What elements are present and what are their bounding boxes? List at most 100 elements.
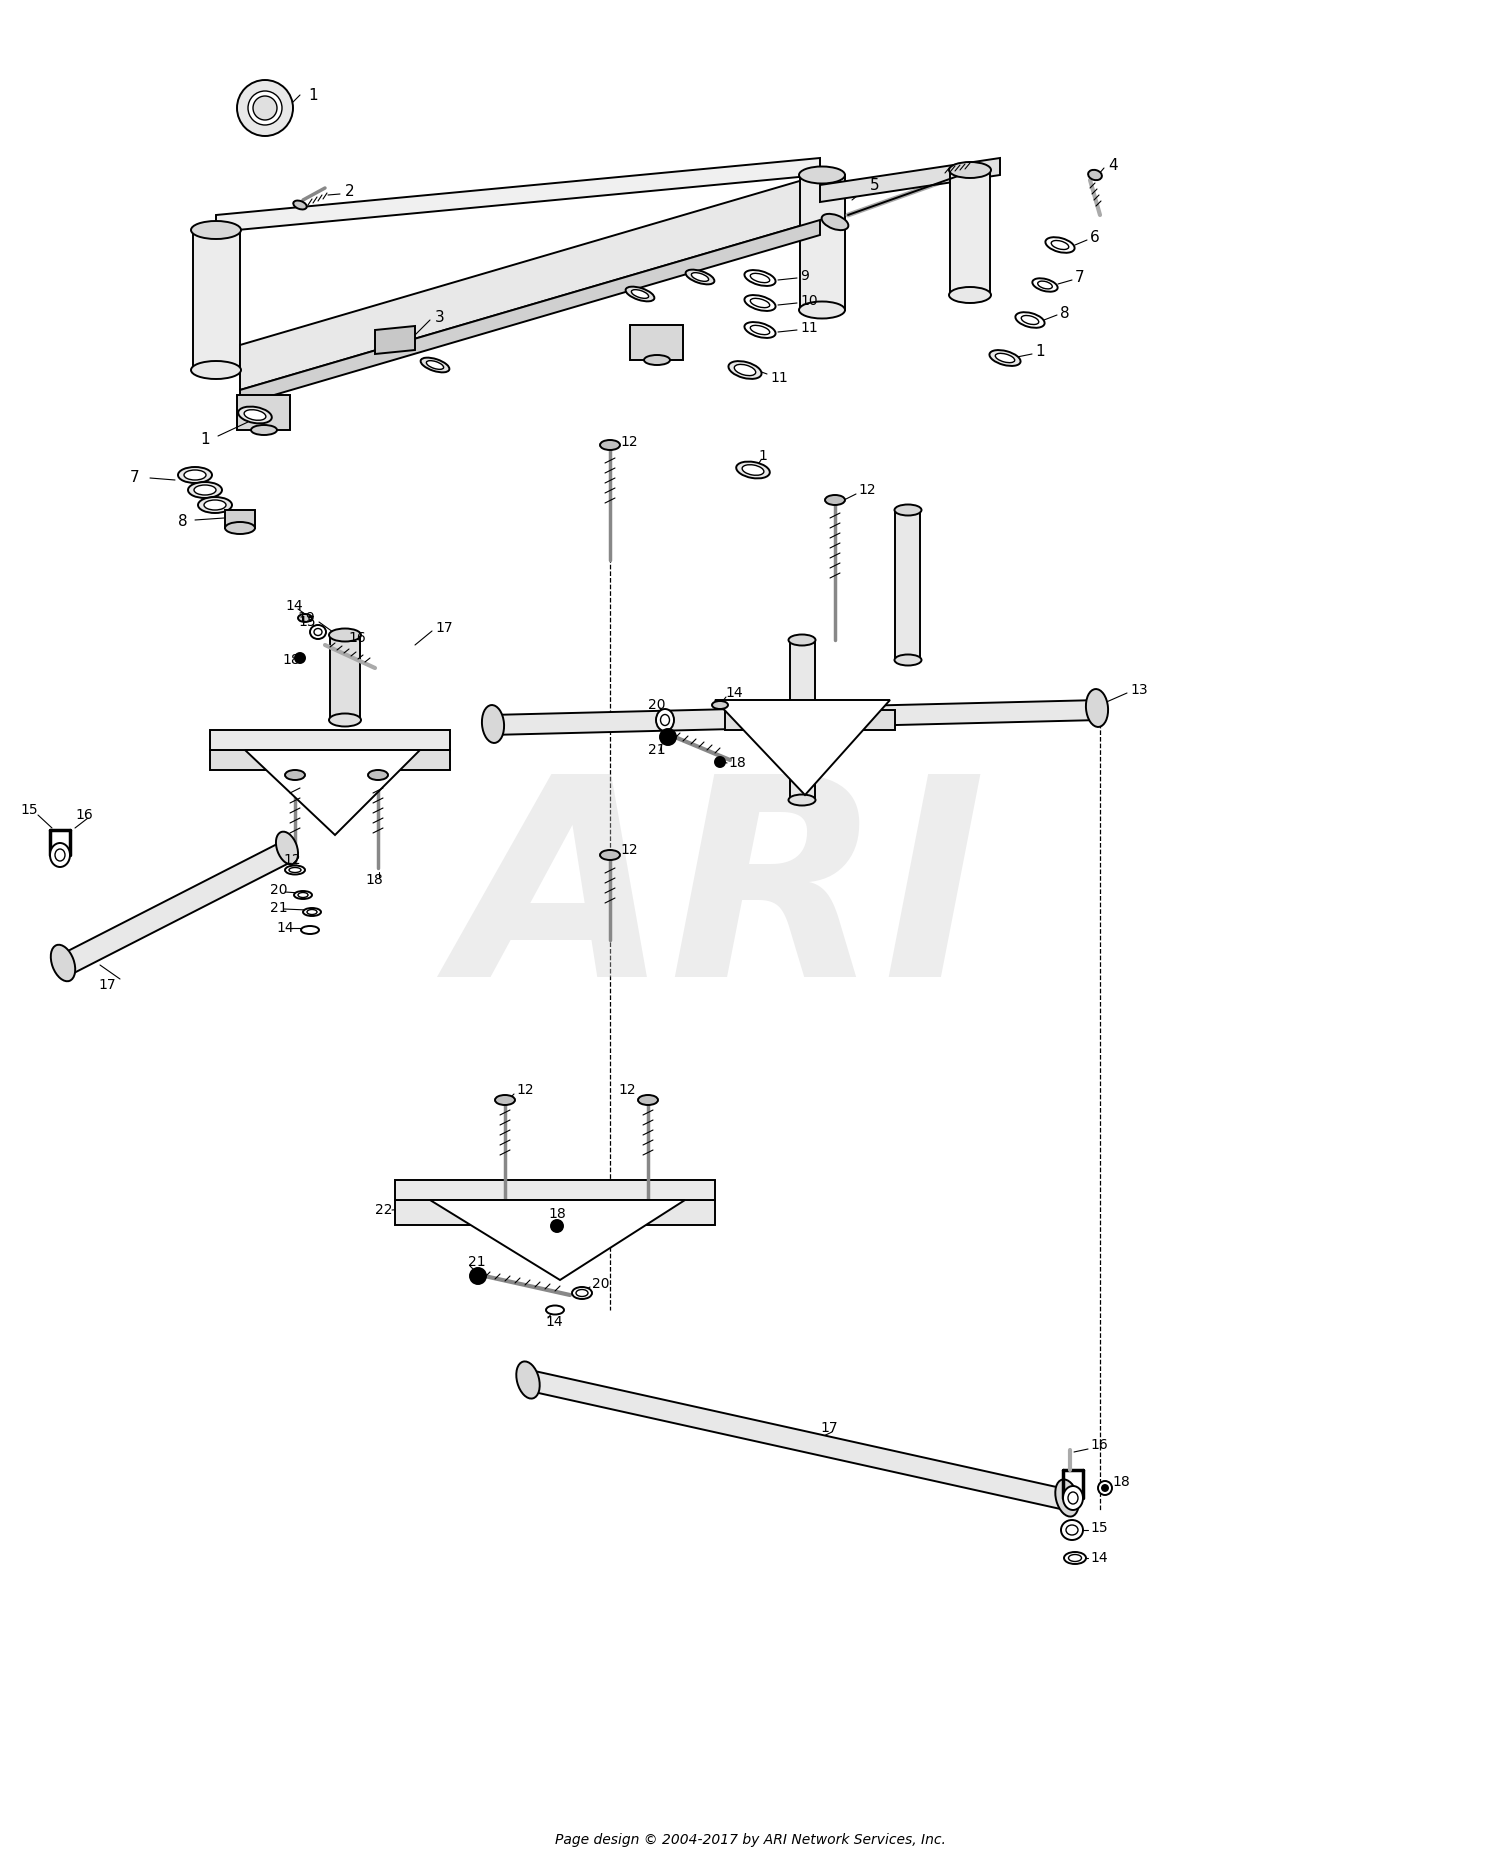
Circle shape <box>237 80 292 136</box>
Ellipse shape <box>894 505 921 516</box>
Text: 17: 17 <box>435 621 453 636</box>
Ellipse shape <box>825 496 844 505</box>
Polygon shape <box>490 701 1100 734</box>
Circle shape <box>660 729 676 746</box>
Polygon shape <box>240 220 820 404</box>
Polygon shape <box>216 158 820 231</box>
Text: 18: 18 <box>1112 1474 1130 1489</box>
Text: 5: 5 <box>870 177 879 192</box>
Text: 15: 15 <box>1090 1521 1107 1534</box>
Text: 14: 14 <box>544 1314 562 1329</box>
Ellipse shape <box>225 522 255 533</box>
Ellipse shape <box>800 302 844 319</box>
Ellipse shape <box>1064 1486 1083 1510</box>
Ellipse shape <box>750 326 770 336</box>
Text: ARI: ARI <box>454 764 986 1035</box>
Ellipse shape <box>744 295 776 311</box>
Text: 2: 2 <box>345 185 354 199</box>
Ellipse shape <box>238 406 272 423</box>
Ellipse shape <box>51 945 75 980</box>
Ellipse shape <box>600 440 619 449</box>
Text: 10: 10 <box>800 295 818 308</box>
Ellipse shape <box>626 287 654 302</box>
Ellipse shape <box>184 470 206 481</box>
Circle shape <box>550 1221 562 1232</box>
Text: 14: 14 <box>1090 1551 1107 1566</box>
Ellipse shape <box>996 354 1014 363</box>
Text: 20: 20 <box>270 884 288 897</box>
Text: 9: 9 <box>800 268 808 283</box>
Polygon shape <box>244 749 420 835</box>
Ellipse shape <box>328 714 362 727</box>
Ellipse shape <box>190 362 242 378</box>
Text: 1: 1 <box>1035 345 1044 360</box>
Ellipse shape <box>632 289 648 298</box>
Ellipse shape <box>276 831 298 865</box>
Circle shape <box>254 97 278 119</box>
Text: 12: 12 <box>284 854 300 867</box>
Ellipse shape <box>712 701 728 708</box>
Ellipse shape <box>572 1286 592 1299</box>
Ellipse shape <box>298 613 312 623</box>
Ellipse shape <box>686 270 714 285</box>
Circle shape <box>248 91 282 125</box>
Text: 15: 15 <box>298 615 315 628</box>
Ellipse shape <box>1088 170 1102 181</box>
Text: 22: 22 <box>375 1202 393 1217</box>
Text: 20: 20 <box>592 1277 609 1292</box>
Ellipse shape <box>1032 278 1058 291</box>
Polygon shape <box>60 841 296 975</box>
Polygon shape <box>896 511 920 660</box>
Ellipse shape <box>1068 1491 1078 1504</box>
Polygon shape <box>240 175 820 390</box>
Text: 21: 21 <box>270 900 288 915</box>
Ellipse shape <box>482 705 504 744</box>
Polygon shape <box>194 229 240 369</box>
Text: 17: 17 <box>98 979 116 992</box>
Ellipse shape <box>735 363 756 377</box>
Ellipse shape <box>314 628 322 636</box>
Ellipse shape <box>729 362 762 378</box>
Polygon shape <box>724 710 896 731</box>
Text: 20: 20 <box>648 697 666 712</box>
Polygon shape <box>430 1200 686 1281</box>
Polygon shape <box>821 158 1001 201</box>
Ellipse shape <box>303 908 321 915</box>
Ellipse shape <box>800 166 844 183</box>
Polygon shape <box>716 701 890 796</box>
Ellipse shape <box>692 272 708 281</box>
Text: 14: 14 <box>285 598 303 613</box>
Ellipse shape <box>822 214 849 229</box>
Ellipse shape <box>644 354 670 365</box>
Ellipse shape <box>251 425 278 434</box>
Text: 6: 6 <box>1090 231 1100 246</box>
Polygon shape <box>375 326 416 354</box>
Ellipse shape <box>789 634 816 645</box>
Ellipse shape <box>426 360 444 369</box>
Ellipse shape <box>285 770 304 779</box>
Text: 12: 12 <box>618 1083 636 1098</box>
Ellipse shape <box>1066 1525 1078 1534</box>
Ellipse shape <box>495 1094 514 1105</box>
Ellipse shape <box>368 770 388 779</box>
Text: 14: 14 <box>276 921 294 936</box>
Ellipse shape <box>744 270 776 285</box>
Ellipse shape <box>1064 1553 1086 1564</box>
Circle shape <box>1098 1482 1112 1495</box>
Polygon shape <box>790 639 814 800</box>
Ellipse shape <box>420 358 450 373</box>
Polygon shape <box>210 749 450 770</box>
Ellipse shape <box>294 891 312 898</box>
Ellipse shape <box>950 287 992 304</box>
Text: 12: 12 <box>620 434 638 449</box>
Ellipse shape <box>285 865 304 874</box>
Ellipse shape <box>1016 311 1044 328</box>
Ellipse shape <box>1068 1555 1082 1562</box>
Ellipse shape <box>750 274 770 283</box>
Text: 19: 19 <box>297 611 315 624</box>
Polygon shape <box>525 1370 1070 1510</box>
Text: 21: 21 <box>468 1254 486 1269</box>
Ellipse shape <box>744 322 776 337</box>
Text: 8: 8 <box>178 514 188 529</box>
Text: 12: 12 <box>620 843 638 857</box>
